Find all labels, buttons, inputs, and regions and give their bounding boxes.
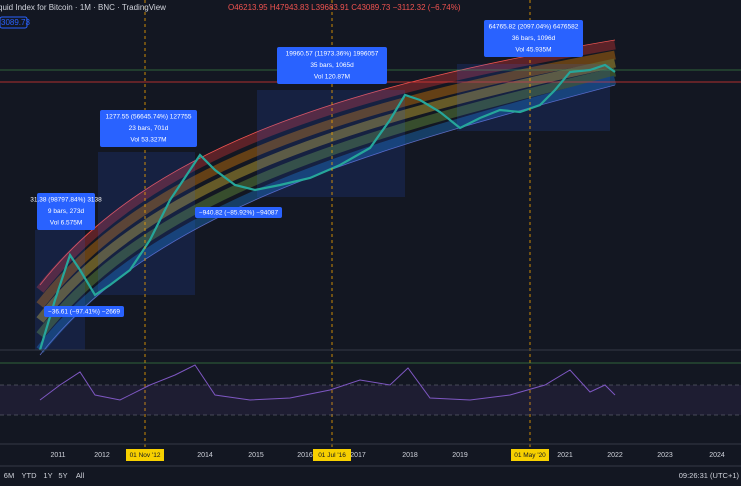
measure-label: Vol 120.87M — [314, 74, 350, 81]
date-marker-box — [313, 449, 351, 461]
measure-label-box — [37, 193, 95, 230]
date-marker: 01 Jul '16 — [318, 452, 346, 459]
measure-label-box — [100, 110, 197, 147]
measure-label: Vol 45.935M — [515, 47, 551, 54]
year-label: 2019 — [452, 452, 468, 459]
year-label: 2015 — [248, 452, 264, 459]
measure-regions — [35, 64, 610, 350]
measure-label: 64765.82 (2097.04%) 6476582 — [489, 24, 579, 31]
year-label: 2024 — [709, 452, 725, 459]
year-label: 2014 — [197, 452, 213, 459]
measure-label-box — [277, 47, 387, 84]
date-marker-box — [511, 449, 549, 461]
range-button[interactable]: YTD — [22, 471, 38, 480]
year-label: 2016 — [297, 452, 313, 459]
date-marker: 01 May '20 — [514, 452, 546, 459]
clock: 09:26:31 (UTC+1) — [679, 471, 740, 480]
range-button[interactable]: 6M — [4, 471, 14, 480]
year-label: 2023 — [657, 452, 673, 459]
year-label: 2022 — [607, 452, 623, 459]
measure-label: 36 bars, 1096d — [512, 35, 556, 42]
drawdown-label: −36.61 (−97.41%) −2669 — [48, 309, 120, 316]
ohlc-values: O46213.95 H47943.83 L39683.91 C43089.73 … — [228, 3, 461, 12]
range-button[interactable]: 1Y — [43, 471, 52, 480]
measure-label: 23 bars, 701d — [129, 125, 169, 132]
measure-label-box — [484, 20, 583, 57]
measure-label: Vol 53.327M — [130, 137, 166, 144]
year-label: 2018 — [402, 452, 418, 459]
range-button[interactable]: All — [76, 471, 85, 480]
drawdown-label-box — [195, 207, 282, 218]
drawdown-label: −940.82 (−85.92%) −94087 — [199, 210, 279, 217]
rsi-line — [39, 364, 616, 401]
rsi-band — [0, 385, 741, 415]
year-label: 2011 — [50, 452, 65, 459]
measure-label: Vol 6.575M — [50, 220, 83, 227]
measure-label: 35 bars, 1065d — [310, 62, 354, 69]
year-label: 2021 — [557, 452, 573, 459]
symbol-title: quid Index for Bitcoin · 1M · BNC · Trad… — [0, 3, 166, 12]
measure-label: 31.38 (98797.84%) 3138 — [30, 197, 102, 204]
date-marker: 01 Nov '12 — [130, 452, 161, 459]
measure-label: 1277.55 (56645.74%) 127755 — [105, 114, 191, 121]
year-label: 2017 — [350, 452, 366, 459]
rainbow-bands — [36, 40, 617, 353]
measure-label: 19960.57 (11973.36%) 1996057 — [286, 51, 379, 58]
drawdown-label-box — [44, 306, 124, 317]
price-tag-box — [0, 16, 28, 29]
price-tag: 3089.73 — [1, 18, 30, 27]
date-marker-box — [126, 449, 164, 461]
year-label: 2012 — [94, 452, 110, 459]
measure-label: 9 bars, 273d — [48, 208, 85, 215]
range-button[interactable]: 5Y — [58, 471, 67, 480]
price-series — [38, 63, 616, 351]
band-edges — [39, 39, 616, 356]
